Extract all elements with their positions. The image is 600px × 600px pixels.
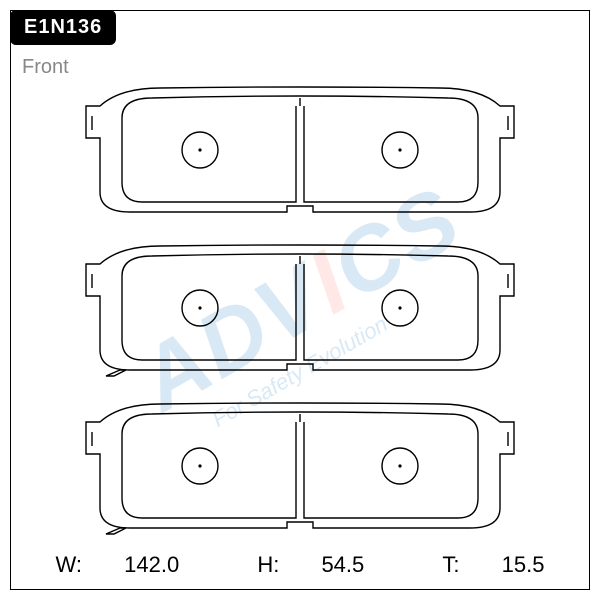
brake-pad-drawing	[80, 80, 520, 220]
position-label: Front	[22, 56, 69, 79]
dim-w: W: 142.0	[38, 552, 204, 577]
part-number-badge: E1N136	[10, 10, 116, 45]
drawings-area	[80, 80, 520, 554]
dimensions-row: W: 142.0 H: 54.5 T: 15.5	[0, 552, 600, 578]
part-number-text: E1N136	[24, 16, 102, 38]
dim-t: T: 15.5	[424, 552, 562, 577]
brake-pad-drawing	[80, 238, 520, 378]
dim-h: H: 54.5	[239, 552, 388, 577]
brake-pad-drawing	[80, 396, 520, 536]
